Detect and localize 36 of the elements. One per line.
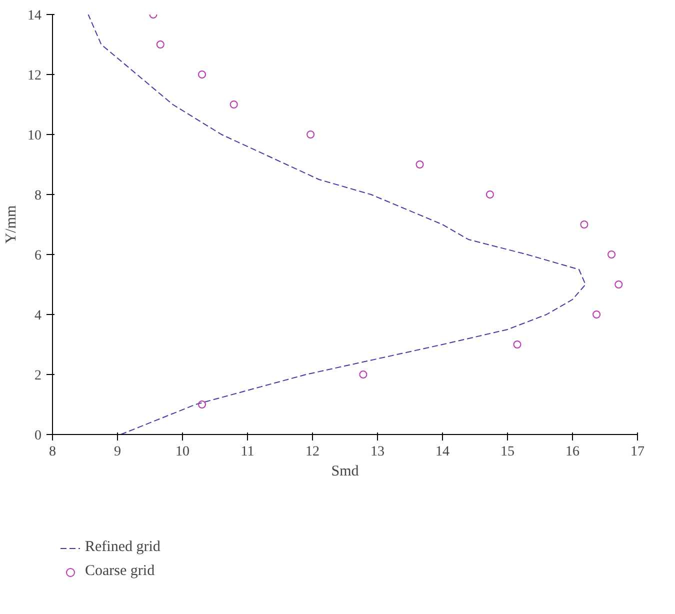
y-tick-label: 12 bbox=[28, 68, 42, 84]
point bbox=[614, 280, 623, 288]
y-tick-label: 14 bbox=[28, 8, 42, 24]
y-tick-label: 6 bbox=[34, 248, 42, 264]
x-axis-title: Smd bbox=[331, 464, 360, 480]
y-tick-label: 10 bbox=[28, 128, 42, 144]
y-tick-label: 0 bbox=[34, 428, 42, 444]
point bbox=[608, 250, 616, 258]
point bbox=[230, 100, 238, 108]
point bbox=[359, 370, 368, 378]
x-tick-label: 10 bbox=[176, 444, 190, 460]
x-tick-label: 11 bbox=[240, 444, 254, 460]
point bbox=[198, 70, 206, 78]
point bbox=[416, 160, 424, 168]
point bbox=[306, 130, 315, 138]
point bbox=[513, 340, 522, 348]
x-tick-label: 14 bbox=[436, 444, 450, 460]
x-tick-label: 16 bbox=[566, 444, 580, 460]
point bbox=[156, 40, 164, 48]
x-tick-label: 8 bbox=[49, 444, 56, 460]
point bbox=[198, 400, 206, 408]
y-tick-label: 4 bbox=[34, 308, 42, 324]
x-tick-label: 9 bbox=[114, 444, 121, 460]
legend-label: Coarse grid bbox=[85, 563, 155, 580]
y-tick-label: 2 bbox=[34, 368, 42, 384]
line-series bbox=[88, 14, 586, 434]
y-tick-label: 8 bbox=[34, 188, 42, 204]
x-tick-label: 15 bbox=[500, 444, 514, 460]
point bbox=[592, 310, 601, 318]
point bbox=[580, 220, 588, 228]
legend-label: Refined grid bbox=[85, 539, 160, 556]
x-tick-label: 12 bbox=[306, 444, 320, 460]
x-tick-label: 13 bbox=[370, 444, 384, 460]
point bbox=[486, 190, 494, 198]
x-tick-label: 17 bbox=[630, 444, 644, 460]
y-axis-title: Y/mm bbox=[4, 205, 20, 244]
